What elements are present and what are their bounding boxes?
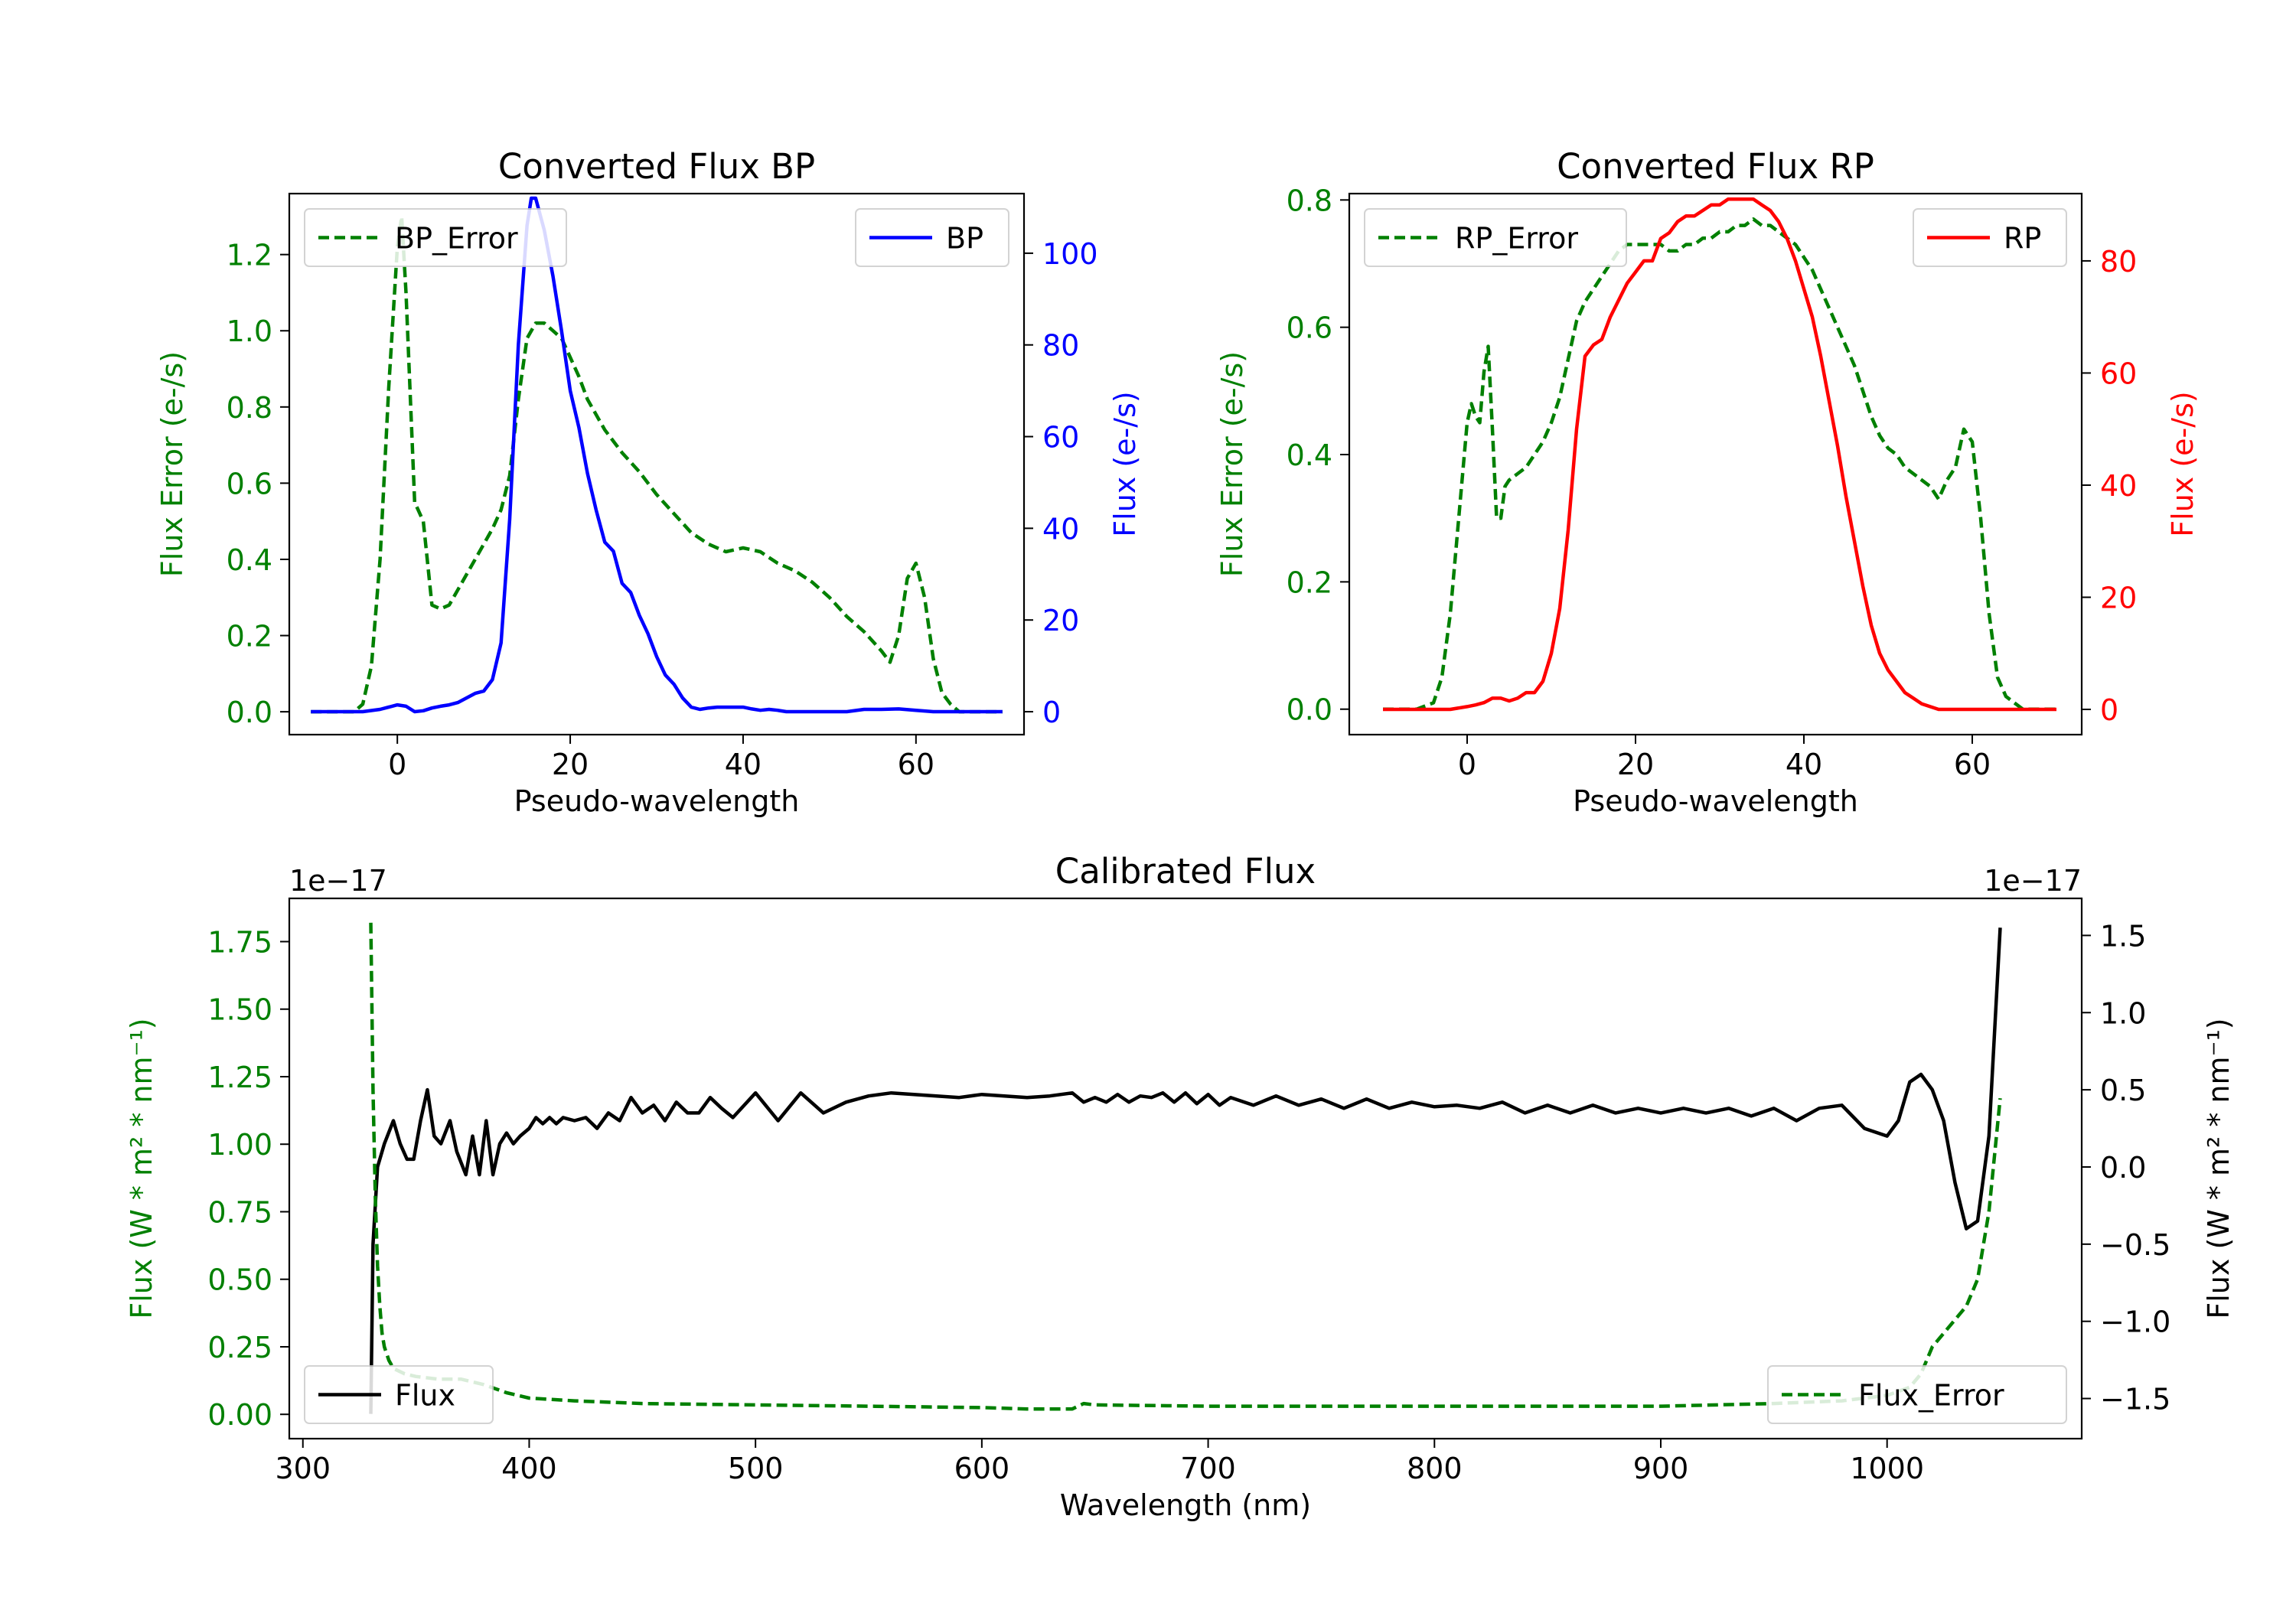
legend-rp: RP xyxy=(1913,208,2067,267)
x-tick-label: 20 xyxy=(1617,748,1654,781)
y-right-tick-label: 40 xyxy=(2100,469,2137,503)
y-right-tick-label: 40 xyxy=(1042,512,1079,546)
y-left-tick-label: 1.25 xyxy=(207,1061,272,1094)
chart-title: Converted Flux RP xyxy=(1557,146,1874,187)
y-right-tick-label: 60 xyxy=(1042,421,1079,455)
y-left-tick-label: 0.0 xyxy=(227,696,272,729)
y-left-tick-label: 1.00 xyxy=(207,1128,272,1162)
legend-box xyxy=(1767,1365,2067,1424)
y-left-tick-label: 0.8 xyxy=(1287,184,1332,217)
series-line-rp-error xyxy=(1383,217,2056,711)
x-tick-label: 0 xyxy=(388,748,406,781)
legend-box xyxy=(1364,208,1627,267)
x-tick-label: 900 xyxy=(1633,1452,1689,1485)
y-left-offset-label: 1e−17 xyxy=(289,864,387,898)
y-right-tick-label: 80 xyxy=(2100,245,2137,279)
y-right-tick-label: 0 xyxy=(2100,693,2118,727)
y-left-axis-label: Flux Error (e-/s) xyxy=(1215,351,1249,577)
x-tick-label: 40 xyxy=(725,748,762,781)
x-tick-label: 300 xyxy=(275,1452,331,1485)
series-line-flux xyxy=(369,927,2002,1414)
y-right-tick-label: 20 xyxy=(1042,604,1079,637)
legend-label: Flux_Error xyxy=(1858,1379,2004,1413)
axes-frame xyxy=(288,192,1026,736)
series-line-flux-error xyxy=(369,922,2002,1411)
y-right-tick-label: 1.0 xyxy=(2100,996,2146,1030)
y-left-tick-label: 0.25 xyxy=(207,1331,272,1364)
legend-box xyxy=(304,1365,494,1424)
x-axis-label: Wavelength (nm) xyxy=(1060,1488,1311,1522)
x-tick-label: 20 xyxy=(552,748,589,781)
legend-label: RP_Error xyxy=(1455,222,1578,256)
x-tick-label: 400 xyxy=(501,1452,557,1485)
series-line-bp xyxy=(311,196,1003,714)
x-tick-label: 500 xyxy=(728,1452,784,1485)
chart-title: Converted Flux BP xyxy=(498,146,815,187)
y-left-tick-label: 0.8 xyxy=(227,391,272,425)
legend-rp-error: RP_Error xyxy=(1364,208,1627,267)
x-tick-label: 60 xyxy=(1954,748,1991,781)
legend-bp: BP xyxy=(855,208,1009,267)
chart-title: Calibrated Flux xyxy=(1055,851,1316,892)
panel-converted-flux-bp: 0 20 40 60 0.0 0.2 0.4 0.6 0.8 1.0 1.2 0 20 40 60 80 100… xyxy=(155,146,1142,818)
x-tick-label: 600 xyxy=(954,1452,1010,1485)
y-right-tick-label: 0 xyxy=(1042,696,1061,729)
axes-frame xyxy=(1348,192,2083,736)
y-right-offset-label: 1e−17 xyxy=(1984,864,2082,898)
x-axis-label: Pseudo-wavelength xyxy=(514,784,800,818)
y-left-tick-label: 0.4 xyxy=(227,543,272,577)
y-left-tick-label: 1.75 xyxy=(207,925,272,959)
y-left-tick-label: 0.6 xyxy=(1287,311,1332,345)
y-right-tick-label: −0.5 xyxy=(2100,1228,2170,1262)
panel-calibrated-flux: 300 400 500 600 700 800 900 1000 0.00 0.25 0.50 0.7… xyxy=(125,851,2236,1522)
axes-frame xyxy=(288,897,2083,1440)
x-tick-label: 0 xyxy=(1458,748,1476,781)
y-left-axis-label: Flux Error (e-/s) xyxy=(155,351,189,577)
y-right-tick-label: −1.5 xyxy=(2100,1383,2170,1416)
y-left-axis-label: Flux (W * m² * nm⁻¹) xyxy=(125,1018,158,1319)
x-tick-label: 60 xyxy=(898,748,934,781)
legend-bp-error: BP_Error xyxy=(304,208,567,267)
legend-label: BP_Error xyxy=(395,222,518,256)
legend-label: Flux xyxy=(395,1379,455,1413)
y-left-tick-label: 0.2 xyxy=(1287,566,1332,599)
y-left-tick-label: 0.0 xyxy=(1287,693,1332,727)
y-right-axis-label: Flux (e-/s) xyxy=(1108,391,1142,536)
legend-flux: Flux xyxy=(304,1365,494,1424)
legend-label: RP xyxy=(2004,222,2041,256)
y-right-tick-label: 0.0 xyxy=(2100,1151,2146,1185)
y-left-tick-label: 0.6 xyxy=(227,467,272,500)
y-right-tick-label: 60 xyxy=(2100,357,2137,390)
x-tick-label: 800 xyxy=(1407,1452,1463,1485)
y-right-tick-label: −1.0 xyxy=(2100,1305,2170,1339)
y-left-tick-label: 0.75 xyxy=(207,1195,272,1229)
y-left-tick-label: 0.50 xyxy=(207,1263,272,1297)
y-right-tick-label: 0.5 xyxy=(2100,1074,2146,1107)
legend-label: BP xyxy=(946,222,983,256)
x-tick-label: 1000 xyxy=(1850,1452,1924,1485)
panel-converted-flux-rp: 0 20 40 60 0.0 0.2 0.4 0.6 0.8 0 20 40 60 80 Converted… xyxy=(1215,146,2200,818)
y-right-tick-label: 1.5 xyxy=(2100,919,2146,953)
y-right-axis-label: Flux (e-/s) xyxy=(2166,391,2200,536)
y-left-tick-label: 0.00 xyxy=(207,1398,272,1432)
series-line-rp xyxy=(1383,197,2056,712)
y-left-tick-label: 0.4 xyxy=(1287,438,1332,472)
y-right-tick-label: 80 xyxy=(1042,329,1079,363)
y-left-tick-label: 1.2 xyxy=(227,239,272,272)
y-left-tick-label: 0.2 xyxy=(227,620,272,654)
y-right-axis-label: Flux (W * m² * nm⁻¹) xyxy=(2202,1018,2236,1319)
legend-flux-error: Flux_Error xyxy=(1767,1365,2067,1424)
y-left-tick-label: 1.0 xyxy=(227,315,272,348)
y-left-tick-label: 1.50 xyxy=(207,993,272,1027)
series-line-bp-error xyxy=(311,214,1003,714)
y-right-tick-label: 20 xyxy=(2100,582,2137,615)
x-tick-label: 700 xyxy=(1180,1452,1236,1485)
legend-box xyxy=(304,208,567,267)
x-axis-label: Pseudo-wavelength xyxy=(1573,784,1858,818)
x-tick-label: 40 xyxy=(1786,748,1822,781)
y-right-tick-label: 100 xyxy=(1042,237,1098,271)
